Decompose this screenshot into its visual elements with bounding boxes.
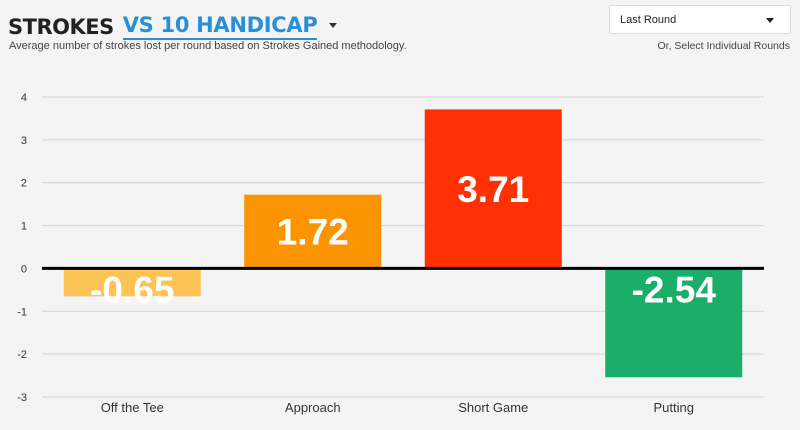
value-label: 1.72 (277, 212, 349, 253)
y-tick-label: 2 (21, 178, 27, 190)
round-select-value: Last Round (620, 14, 677, 26)
bar-short-game[interactable] (424, 109, 562, 269)
page-subtitle: Average number of strokes lost per round… (9, 40, 407, 52)
bar-off-the-tee[interactable] (63, 268, 201, 297)
bar-putting[interactable] (605, 268, 743, 378)
category-label: Approach (285, 400, 341, 415)
y-tick-label: 4 (21, 92, 27, 104)
bar-approach[interactable] (244, 194, 382, 269)
bars (63, 109, 743, 378)
category-label: Off the Tee (101, 400, 164, 415)
round-select[interactable]: Last Round (609, 5, 791, 34)
axis: -3 -2 -1 0 1 2 3 4 Off the Tee Approach Short Game… (17, 92, 764, 415)
value-labels: -0.65 1.72 3.71 -2.54 (90, 169, 716, 310)
compare-handicap-dropdown[interactable]: VS 10 HANDICAP (122, 12, 318, 40)
y-tick-label: -1 (17, 306, 27, 318)
y-tick-label: -2 (17, 349, 27, 361)
y-tick-label: 0 (21, 263, 27, 275)
page-title: STROKES (8, 15, 114, 39)
value-label: -2.54 (632, 269, 717, 310)
chart-header: STROKES VS 10 HANDICAP (8, 10, 338, 40)
y-tick-label: -3 (17, 392, 27, 404)
y-tick-label: 3 (21, 135, 27, 147)
caret-down-icon (766, 18, 774, 23)
y-tick-label: 1 (21, 221, 27, 233)
caret-down-icon[interactable] (329, 23, 338, 28)
select-individual-rounds-link[interactable]: Or, Select Individual Rounds (657, 40, 791, 52)
value-label: 3.71 (457, 169, 529, 210)
category-label: Short Game (458, 400, 528, 415)
value-label: -0.65 (90, 269, 174, 310)
category-label: Putting (654, 400, 694, 415)
